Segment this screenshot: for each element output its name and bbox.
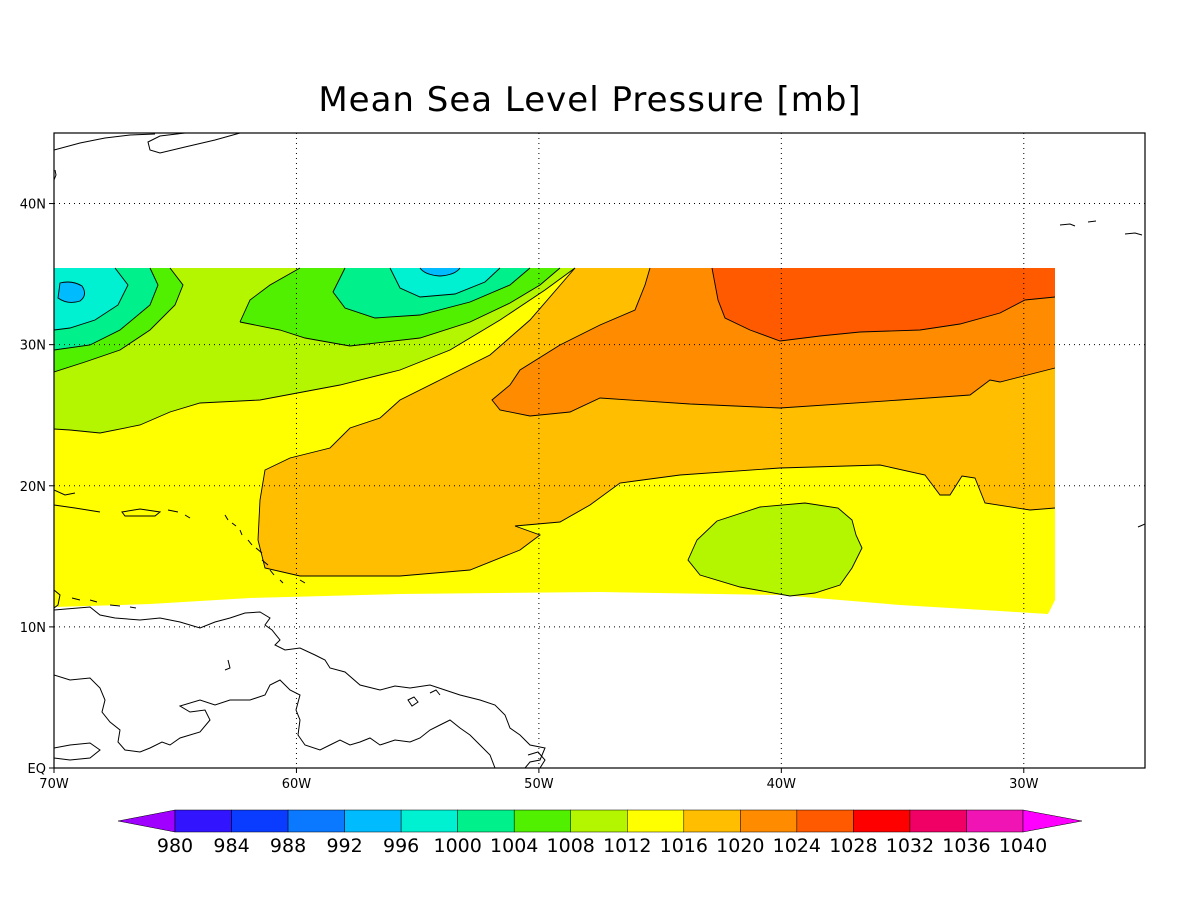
colorbar-swatch bbox=[683, 809, 741, 833]
colorbar-level-label: 1004 bbox=[490, 835, 538, 857]
colorbar-level-label: 1040 bbox=[999, 835, 1047, 857]
colorbar-level-label: 996 bbox=[383, 835, 419, 857]
lon-tick-label: 70W bbox=[39, 777, 69, 792]
contour-fill-996-central bbox=[390, 268, 500, 297]
colorbar-level-label: 980 bbox=[157, 835, 193, 857]
lon-tick-label: 60W bbox=[282, 777, 312, 792]
colorbar-level-label: 1024 bbox=[773, 835, 821, 857]
colorbar-under-arrow bbox=[117, 809, 176, 833]
colorbar-swatch bbox=[627, 809, 685, 833]
colorbar-swatch bbox=[796, 809, 854, 833]
colorbar-level-label: 984 bbox=[213, 835, 249, 857]
coastlines bbox=[54, 133, 1145, 768]
lat-tick-label: 30N bbox=[20, 339, 46, 354]
colorbar-level-label: 1032 bbox=[886, 835, 934, 857]
colorbar-swatch bbox=[853, 809, 911, 833]
contour-fill-992-west bbox=[58, 282, 85, 303]
map-title: Mean Sea Level Pressure [mb] bbox=[318, 80, 862, 120]
colorbar-level-label: 1008 bbox=[547, 835, 595, 857]
map-frame bbox=[53, 132, 1146, 769]
colorbar-swatch bbox=[287, 809, 345, 833]
colorbar-swatch bbox=[513, 809, 571, 833]
contour-lines bbox=[54, 267, 1056, 597]
contour-fill-1024 bbox=[712, 268, 1055, 341]
colorbar-level-label: 988 bbox=[270, 835, 306, 857]
colorbar: 980 984 988 992 996 1000 1004 1008 1012 1016 1020 1… bbox=[117, 809, 1083, 857]
colorbar-level-label: 1020 bbox=[716, 835, 764, 857]
gridlines bbox=[54, 133, 1145, 768]
colorbar-swatch bbox=[457, 809, 515, 833]
contour-fill-1008-south bbox=[688, 503, 862, 596]
colorbar-swatch bbox=[174, 809, 232, 833]
colorbar-level-label: 1028 bbox=[829, 835, 877, 857]
lat-tick-label: 10N bbox=[20, 621, 46, 636]
colorbar-swatch bbox=[570, 809, 628, 833]
colorbar-level-label: 1000 bbox=[433, 835, 481, 857]
colorbar-swatch bbox=[344, 809, 402, 833]
colorbar-swatch bbox=[909, 809, 967, 833]
lat-tick-label: 20N bbox=[20, 480, 46, 495]
lat-tick-label: 40N bbox=[20, 198, 46, 213]
colorbar-level-label: 992 bbox=[326, 835, 362, 857]
lon-tick-label: 50W bbox=[524, 777, 554, 792]
lat-tick-label: EQ bbox=[28, 762, 46, 777]
pressure-field bbox=[54, 267, 1056, 614]
lon-tick-label: 30W bbox=[1009, 777, 1039, 792]
colorbar-level-label: 1016 bbox=[660, 835, 708, 857]
colorbar-over-arrow bbox=[1022, 809, 1083, 833]
colorbar-swatch bbox=[231, 809, 289, 833]
colorbar-level-label: 1012 bbox=[603, 835, 651, 857]
axis-ticks: 70W 60W 50W 40W 30W EQ 10N 20N 30N 40N bbox=[20, 198, 1039, 792]
colorbar-swatch bbox=[966, 809, 1024, 833]
colorbar-level-label: 1036 bbox=[942, 835, 990, 857]
colorbar-swatch bbox=[740, 809, 798, 833]
lon-tick-label: 40W bbox=[767, 777, 797, 792]
colorbar-swatch bbox=[400, 809, 458, 833]
